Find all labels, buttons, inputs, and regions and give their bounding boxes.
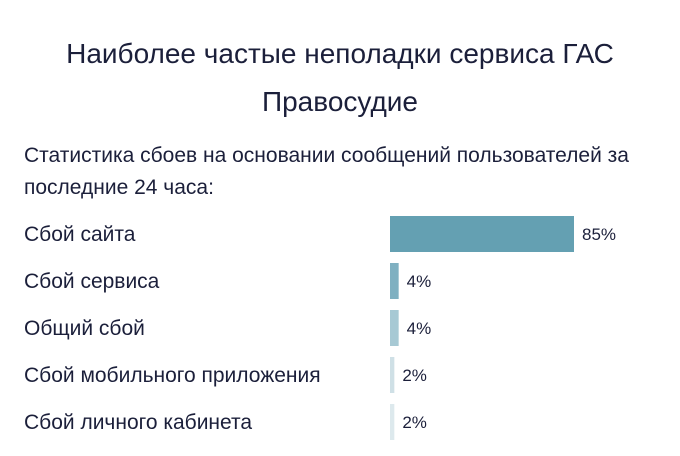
bar	[390, 357, 395, 393]
value-label: 4%	[407, 319, 432, 338]
bar-chart: Сбой сайта 85% Сбой сервиса 4% Общий сбой 4% С…	[24, 216, 616, 440]
chart-title: Наиболее частые неполадки сервиса ГАС Пр…	[66, 38, 614, 117]
value-label: 2%	[402, 366, 427, 385]
bar	[390, 310, 399, 346]
bar	[390, 216, 574, 252]
category-label: Общий сбой	[24, 317, 145, 340]
value-label: 85%	[582, 225, 616, 244]
category-label: Сбой личного кабинета	[24, 411, 252, 434]
category-label: Сбой сайта	[24, 223, 136, 246]
chart-subtitle: Статистика сбоев на основании сообщений …	[24, 144, 629, 199]
value-label: 2%	[402, 413, 427, 432]
bar	[390, 404, 395, 440]
category-label: Сбой сервиса	[24, 270, 160, 293]
value-label: 4%	[407, 272, 432, 291]
bar	[390, 263, 399, 299]
category-label: Сбой мобильного приложения	[24, 364, 321, 387]
